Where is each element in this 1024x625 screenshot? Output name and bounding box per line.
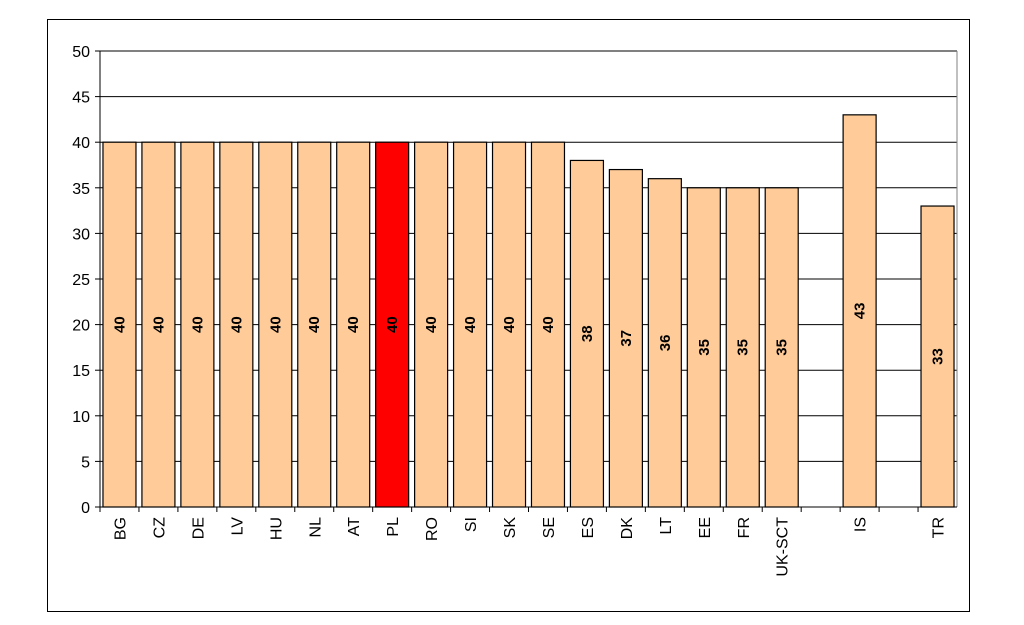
y-tick-label: 30 (72, 226, 90, 243)
x-tick-label: PL (385, 517, 402, 537)
x-tick-label: FR (736, 517, 753, 538)
bar (530, 141, 566, 508)
x-tick-label: SK (502, 517, 519, 539)
bar-highlight (375, 141, 410, 508)
x-tick-label: NL (307, 517, 324, 538)
bar (569, 159, 605, 508)
x-axis-tick-labels: BG CZ DE LV HU NL AT PL RO SI SK SE ES DK LT EE FR UK-SCT… (112, 517, 947, 577)
x-tick-label: SE (541, 517, 558, 538)
data-label: 40 (462, 316, 479, 333)
x-tick-label: ES (580, 517, 597, 538)
x-tick-label: LT (658, 517, 675, 535)
x-tick-label: HU (268, 517, 285, 540)
y-tick-label: 10 (72, 409, 90, 426)
y-tick-label: 0 (81, 500, 90, 517)
bar (297, 141, 332, 508)
y-axis-tick-labels: 0 5 10 15 20 25 30 35 40 45 50 (72, 44, 90, 517)
data-label: 38 (579, 325, 596, 342)
x-tick-label: RO (424, 517, 441, 541)
data-label: 35 (735, 339, 752, 356)
data-label: 40 (384, 316, 401, 333)
x-tick-label: EE (697, 517, 714, 538)
data-label: 35 (696, 339, 713, 356)
data-label: 40 (345, 316, 362, 333)
data-label: 40 (189, 316, 206, 333)
bars (102, 114, 955, 508)
data-label: 37 (618, 330, 635, 347)
x-tick-label: LV (229, 517, 246, 536)
bar (920, 205, 955, 508)
bar (491, 141, 527, 508)
y-tick-label: 35 (72, 181, 90, 198)
y-tick-label: 5 (81, 454, 90, 471)
x-tick-label: AT (346, 517, 363, 536)
bar (608, 168, 643, 508)
x-tick-label: UK-SCT (775, 517, 792, 577)
data-label: 40 (540, 316, 557, 333)
bar (414, 141, 449, 508)
bar (842, 114, 877, 508)
x-tick-label: SI (463, 517, 480, 532)
x-tick-label: DK (619, 517, 636, 540)
data-label: 35 (774, 339, 791, 356)
bar (725, 187, 760, 508)
x-tick-label: TR (931, 517, 948, 538)
x-tick-label: IS (853, 517, 870, 532)
bar (764, 187, 799, 508)
bar (647, 178, 682, 508)
data-label: 40 (423, 316, 440, 333)
bar (258, 141, 293, 508)
data-label: 40 (228, 316, 245, 333)
data-label: 40 (111, 316, 128, 333)
axes (95, 50, 958, 512)
y-tick-label: 45 (72, 90, 90, 107)
x-tick-label: BG (112, 517, 129, 540)
data-label: 43 (852, 303, 869, 320)
x-tick-label: DE (190, 517, 207, 539)
data-label: 40 (501, 316, 518, 333)
y-tick-label: 15 (72, 363, 90, 380)
bar (102, 141, 137, 508)
x-tick-label: CZ (151, 517, 168, 539)
bar (180, 141, 215, 508)
y-tick-label: 25 (72, 272, 90, 289)
y-tick-label: 40 (72, 135, 90, 152)
data-label: 40 (150, 316, 167, 333)
data-label: 33 (930, 348, 947, 365)
bar (219, 141, 254, 508)
data-label: 36 (657, 334, 674, 351)
data-labels: 40 40 40 40 40 40 40 40 40 40 40 40 38 37 36 35 35 35 43 33 (111, 303, 946, 365)
data-label: 40 (306, 316, 323, 333)
y-tick-label: 20 (72, 318, 90, 335)
y-tick-label: 50 (72, 44, 90, 61)
data-label: 40 (267, 316, 284, 333)
